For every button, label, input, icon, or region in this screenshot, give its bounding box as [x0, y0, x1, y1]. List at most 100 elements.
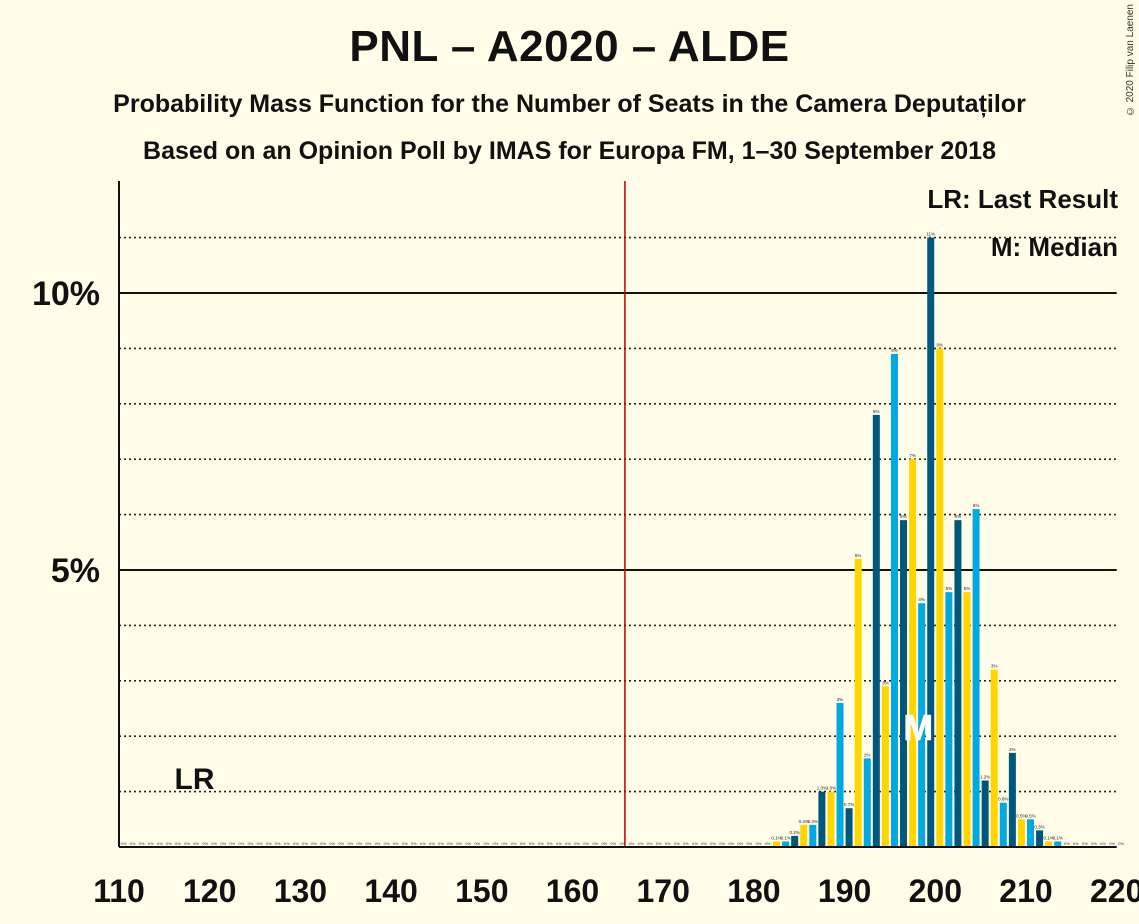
bar-value-label: 1.0% — [817, 786, 827, 791]
bar-seat-197 — [909, 459, 917, 847]
zero-label: 0% — [683, 841, 689, 846]
bar-value-label: 6% — [973, 503, 980, 508]
bar-seat-189 — [836, 702, 844, 847]
zero-label: 0% — [193, 841, 199, 846]
bar-seat-185 — [800, 824, 808, 847]
bar-seat-182 — [773, 841, 781, 847]
zero-label: 0% — [737, 841, 743, 846]
x-tick-label: 130 — [274, 873, 327, 909]
zero-label: 0% — [502, 841, 508, 846]
zero-label: 0% — [674, 841, 680, 846]
zero-label: 0% — [728, 841, 734, 846]
bar-seat-212 — [1045, 841, 1053, 847]
bar-seat-200 — [936, 348, 944, 847]
bar-value-label: 1.0% — [826, 786, 836, 791]
zero-label: 0% — [601, 841, 607, 846]
zero-label: 0% — [202, 841, 208, 846]
bar-value-label: 0.8% — [998, 797, 1008, 802]
zero-label: 0% — [556, 841, 562, 846]
zero-label: 0% — [411, 841, 417, 846]
x-tick-label: 110 — [93, 873, 145, 909]
bar-value-label: 5% — [855, 553, 862, 558]
bar-seat-183 — [782, 841, 790, 847]
bar-seat-196 — [900, 520, 908, 847]
zero-label: 0% — [1082, 841, 1088, 846]
zero-label: 0% — [765, 841, 771, 846]
x-tick-label: 200 — [909, 873, 962, 909]
bar-value-label: 0.4% — [799, 819, 809, 824]
x-tick-label: 120 — [183, 873, 236, 909]
zero-label: 0% — [701, 841, 707, 846]
x-tick-label: 140 — [364, 873, 417, 909]
bar-seat-190 — [845, 808, 853, 847]
zero-label: 0% — [175, 841, 181, 846]
zero-label: 0% — [338, 841, 344, 846]
zero-label: 0% — [229, 841, 235, 846]
zero-label: 0% — [465, 841, 471, 846]
bar-value-label: 0.5% — [1025, 813, 1035, 818]
zero-label: 0% — [456, 841, 462, 846]
bar-value-label: 8% — [873, 409, 880, 414]
zero-label: 0% — [474, 841, 480, 846]
bar-seat-206 — [990, 669, 998, 847]
bar-value-label: 5% — [964, 586, 971, 591]
x-tick-label: 150 — [455, 873, 508, 909]
bar-value-label: 2% — [1009, 747, 1016, 752]
bar-seat-201 — [945, 592, 953, 847]
bar-value-label: 3% — [837, 697, 844, 702]
bar-seat-195 — [890, 353, 898, 847]
zero-label: 0% — [746, 841, 752, 846]
zero-label: 0% — [293, 841, 299, 846]
zero-label: 0% — [284, 841, 290, 846]
zero-label: 0% — [610, 841, 616, 846]
zero-label: 0% — [148, 841, 154, 846]
bar-value-label: 3% — [991, 664, 998, 669]
zero-label: 0% — [311, 841, 317, 846]
zero-label: 0% — [365, 841, 371, 846]
y-tick-label: 5% — [51, 552, 100, 590]
legend-median: M: Median — [990, 232, 1118, 262]
bar-seat-208 — [1008, 752, 1016, 847]
bar-seat-194 — [881, 686, 889, 847]
zero-label: 0% — [538, 841, 544, 846]
bar-seat-213 — [1054, 841, 1062, 847]
bar-value-label: 9% — [937, 342, 944, 347]
y-tick-label: 10% — [32, 275, 100, 313]
bar-value-label: 9% — [891, 348, 898, 353]
bar-seat-191 — [854, 558, 862, 847]
bar-seat-187 — [818, 791, 826, 847]
zero-label: 0% — [320, 841, 326, 846]
bar-value-label: 0.3% — [1034, 824, 1044, 829]
bar-seat-186 — [809, 824, 817, 847]
zero-label: 0% — [420, 841, 426, 846]
zero-label: 0% — [492, 841, 498, 846]
zero-label: 0% — [1073, 841, 1079, 846]
zero-label: 0% — [157, 841, 163, 846]
zero-label: 0% — [130, 841, 136, 846]
median-marker: M — [903, 707, 933, 748]
bar-seat-210 — [1027, 819, 1034, 847]
x-tick-label: 170 — [637, 873, 690, 909]
x-tick-label: 220 — [1090, 873, 1139, 909]
bar-seat-188 — [827, 791, 835, 847]
chart-subtitle: Probability Mass Function for the Number… — [113, 90, 1026, 118]
x-tick-label: 190 — [818, 873, 871, 909]
bar-seat-205 — [981, 780, 989, 847]
zero-label: 0% — [574, 841, 580, 846]
bar-seat-204 — [972, 509, 980, 847]
bar-seat-192 — [863, 758, 871, 847]
zero-label: 0% — [239, 841, 245, 846]
zero-label: 0% — [547, 841, 553, 846]
zero-label: 0% — [275, 841, 281, 846]
bar-value-label: 0.1% — [780, 835, 790, 840]
zero-label: 0% — [184, 841, 190, 846]
bar-value-label: 0.5% — [1016, 813, 1026, 818]
last-result-marker: LR — [175, 763, 215, 796]
bar-seat-207 — [999, 802, 1007, 847]
zero-label: 0% — [665, 841, 671, 846]
zero-label: 0% — [1109, 841, 1115, 846]
zero-label: 0% — [220, 841, 226, 846]
zero-label: 0% — [438, 841, 444, 846]
legend-last-result: LR: Last Result — [927, 184, 1118, 214]
zero-label: 0% — [266, 841, 272, 846]
